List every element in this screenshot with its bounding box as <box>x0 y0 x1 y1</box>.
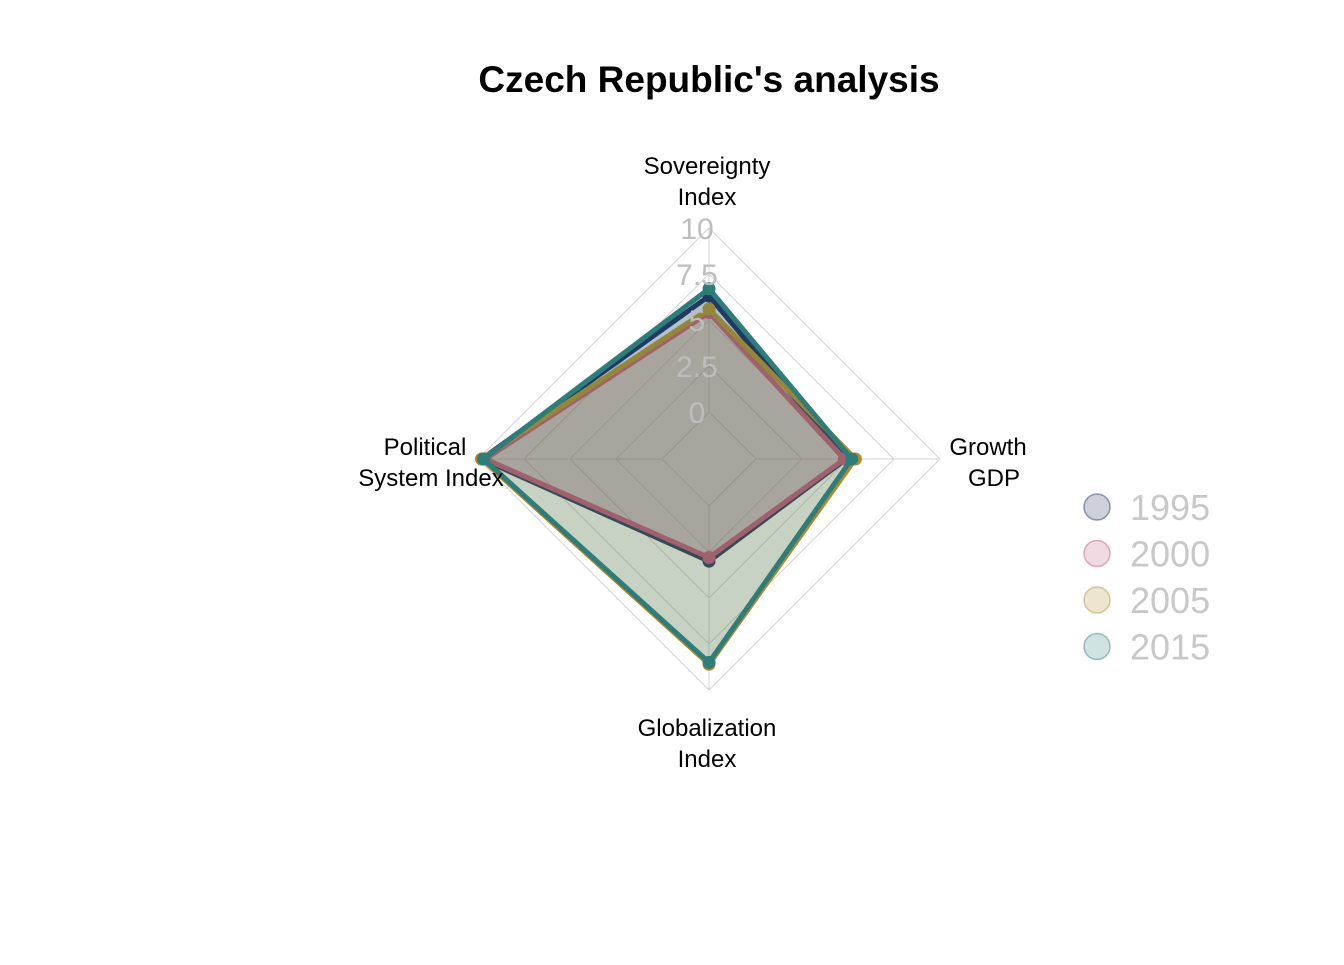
tick-label: 10 <box>680 213 713 246</box>
axis-label: Globalization Index <box>638 715 777 773</box>
data-point-2015 <box>477 452 491 466</box>
legend-swatch <box>1083 539 1111 568</box>
legend-label: 2015 <box>1130 627 1210 668</box>
radar-series <box>475 282 862 671</box>
axis-label-line: Globalization <box>638 715 777 742</box>
chart-title: Czech Republic's analysis <box>478 59 939 100</box>
tick-label: 7.5 <box>676 259 718 292</box>
data-point-2015 <box>845 452 859 466</box>
radar-axis-labels: Sovereignty Index Growth GDP Globalization In… <box>358 153 1026 773</box>
tick-label: 0 <box>689 397 706 430</box>
axis-label: Growth GDP <box>949 434 1026 492</box>
axis-label-line: Index <box>678 746 737 773</box>
axis-label-line: Political <box>384 434 467 461</box>
axis-label: Political System Index <box>358 434 503 492</box>
axis-label-line: Growth <box>949 434 1026 461</box>
legend-label: 2000 <box>1130 534 1210 575</box>
legend-swatch <box>1083 493 1111 521</box>
tick-label: 2.5 <box>676 351 718 384</box>
legend-label: 1995 <box>1130 487 1210 528</box>
data-point-2005 <box>702 302 716 316</box>
legend: 1995 2000 2005 2015 <box>1083 487 1210 668</box>
data-point-2000 <box>702 551 716 565</box>
data-point-2015 <box>702 655 716 669</box>
series-area-2015 <box>483 288 852 663</box>
axis-label-line: Sovereignty <box>644 153 771 180</box>
axis-label-line: Index <box>678 184 737 211</box>
data-point-2015 <box>702 282 716 296</box>
axis-label-line: GDP <box>968 465 1020 492</box>
legend-swatch <box>1083 632 1111 661</box>
tick-label: 5 <box>689 305 706 338</box>
radar-tick-labels: 0 2.5 5 7.5 10 <box>676 213 718 430</box>
axis-label-line: System Index <box>358 465 503 492</box>
legend-label: 2005 <box>1130 580 1210 621</box>
axis-label: Sovereignty Index <box>644 153 771 211</box>
legend-swatch <box>1083 586 1111 614</box>
